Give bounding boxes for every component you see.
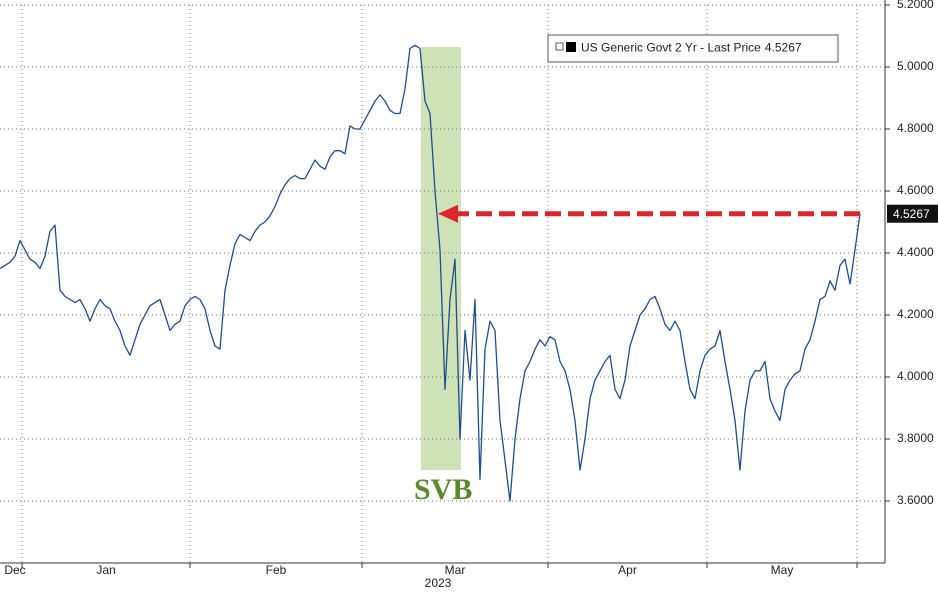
price-line [0,44,861,502]
legend-label: US Generic Govt 2 Yr - Last Price 4.5267 [581,41,802,55]
last-price-tag [887,204,938,223]
x-tick-label: Jan [96,563,115,577]
y-tick-label: 3.6000 [897,493,934,507]
legend: US Generic Govt 2 Yr - Last Price 4.5267 [547,34,839,63]
x-tick-label: Apr [618,563,637,577]
y-tick-label: 5.0000 [897,59,934,73]
legend-toggle [555,42,564,51]
legend-value: 4.5267 [765,41,802,55]
annotation: SVB [414,473,472,506]
x-tick-label: Mar [445,563,466,577]
legend-box [547,34,839,63]
x-tick-label: May [771,563,794,577]
y-tick-label: 4.0000 [897,369,934,383]
x-year-label: 2023 [425,576,452,590]
x-tick-label: Feb [266,563,287,577]
svb-shade [421,47,461,470]
y-tick-label: 4.6000 [897,183,934,197]
last-price-label: 4.5267 [893,207,930,221]
y-tick-label: 4.4000 [897,245,934,259]
legend-swatch [566,42,576,52]
x-tick-label: Dec [4,563,25,577]
y-tick-label: 5.2000 [897,0,934,11]
arrow-head [438,204,458,223]
y-tick-label: 4.8000 [897,121,934,135]
y-tick-label: 4.2000 [897,307,934,321]
legend-name: US Generic Govt 2 Yr - Last Price [581,41,761,55]
y-tick-label: 3.8000 [897,431,934,445]
